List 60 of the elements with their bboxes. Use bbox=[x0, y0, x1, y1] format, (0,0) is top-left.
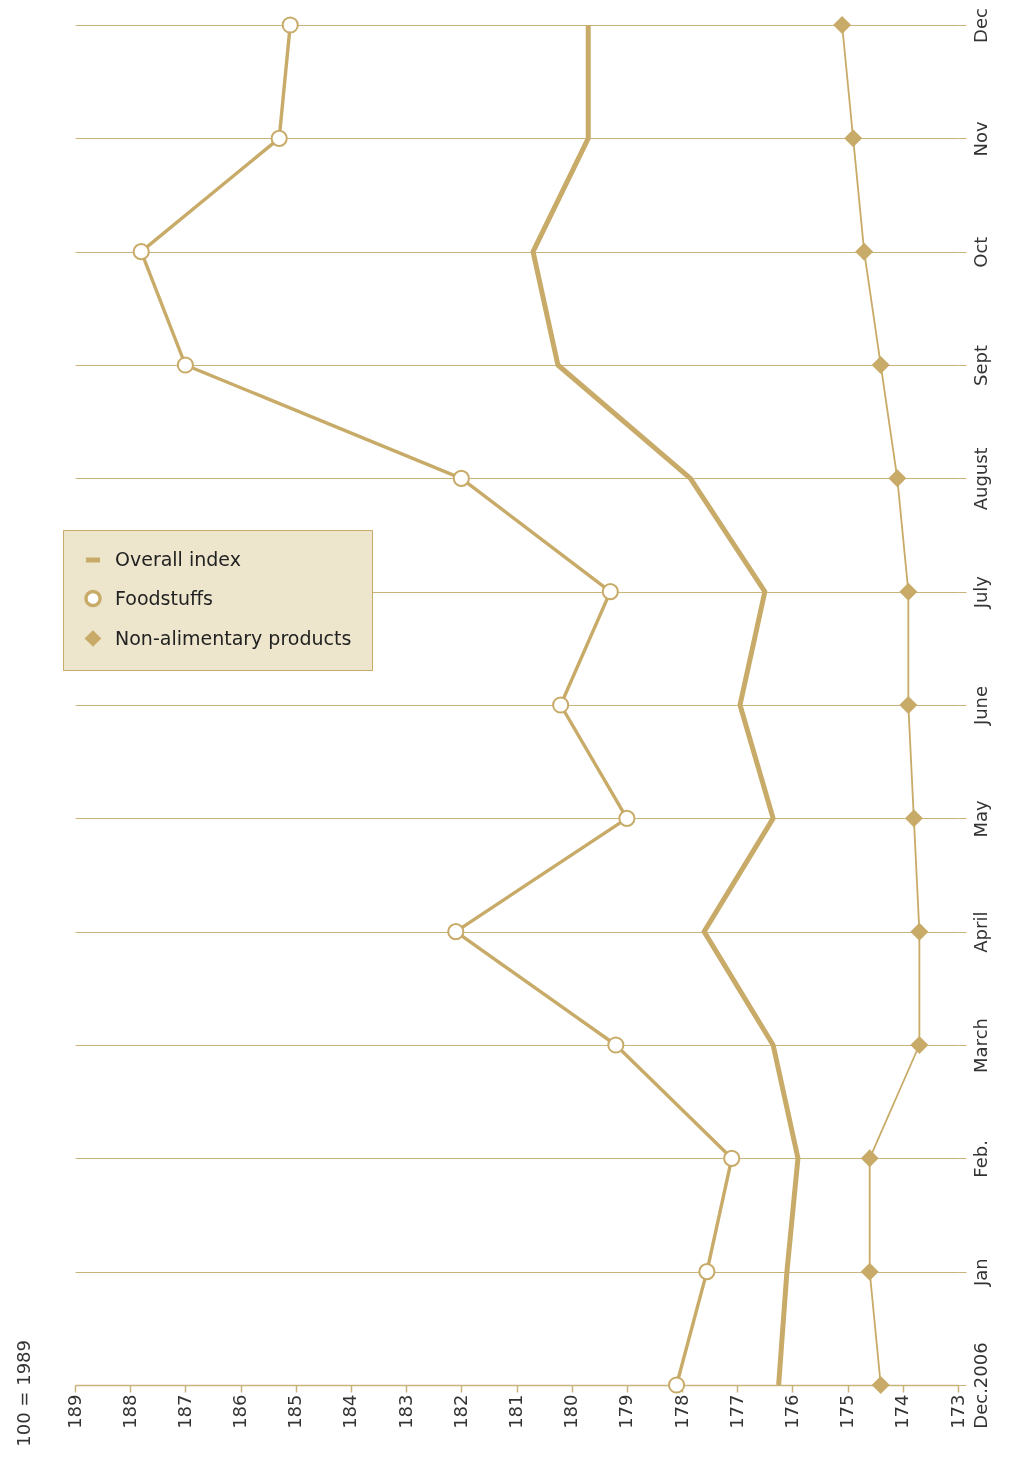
point bbox=[833, 16, 851, 34]
point bbox=[452, 469, 470, 487]
point bbox=[698, 1263, 716, 1281]
point bbox=[872, 356, 890, 374]
text: 100 = 1989 bbox=[13, 1340, 34, 1447]
point bbox=[910, 923, 928, 941]
x-tick-label: 173 bbox=[946, 1394, 968, 1429]
point bbox=[899, 696, 917, 714]
point bbox=[176, 356, 194, 374]
x-tick-label: 179 bbox=[615, 1394, 637, 1429]
legend-label: Non-alimentary products bbox=[115, 626, 352, 649]
y-tick-label: Sept bbox=[969, 345, 991, 386]
point bbox=[910, 1036, 928, 1054]
point bbox=[281, 16, 299, 34]
point bbox=[844, 129, 862, 147]
x-tick-label: 174 bbox=[891, 1394, 913, 1429]
x-tick-label: 175 bbox=[836, 1394, 858, 1429]
point bbox=[447, 923, 465, 941]
x-tick-label: 183 bbox=[394, 1394, 416, 1429]
y-tick-label: Oct bbox=[969, 236, 991, 268]
point bbox=[607, 1036, 625, 1054]
x-tick-label: 186 bbox=[229, 1394, 251, 1429]
y-tick-label: July bbox=[969, 575, 991, 610]
x-tick-label: 182 bbox=[449, 1394, 471, 1429]
x-tick-label: 189 bbox=[63, 1394, 85, 1429]
point bbox=[618, 809, 636, 827]
x-tick-label: 178 bbox=[670, 1394, 692, 1429]
legend-label: Overall index bbox=[115, 548, 241, 570]
x-tick-label: 187 bbox=[173, 1394, 195, 1429]
point bbox=[132, 243, 150, 261]
legend-label: Foodstuffs bbox=[115, 586, 213, 609]
point bbox=[861, 1263, 879, 1281]
x-tick-label: 177 bbox=[725, 1394, 747, 1429]
y-tick-label: Dec.2006 bbox=[969, 1342, 991, 1429]
point bbox=[667, 1376, 686, 1394]
point bbox=[723, 1149, 741, 1167]
x-tick-label: 185 bbox=[284, 1394, 306, 1429]
point bbox=[905, 809, 923, 827]
x-tick-label: 176 bbox=[780, 1394, 802, 1429]
x-tick-label: 188 bbox=[118, 1394, 140, 1429]
y-tick-label: Feb. bbox=[969, 1140, 991, 1178]
y-tick-label: June bbox=[969, 685, 991, 727]
y-tick-label: April bbox=[969, 911, 991, 953]
y-tick-label: March bbox=[969, 1018, 991, 1073]
x-tick-label: 184 bbox=[339, 1394, 361, 1429]
point bbox=[270, 129, 288, 147]
y-tick-label: May bbox=[969, 799, 991, 838]
y-tick-label: August bbox=[969, 447, 991, 511]
point bbox=[861, 1149, 879, 1167]
point bbox=[855, 243, 873, 261]
y-tick-label: Dec bbox=[969, 8, 991, 43]
x-tick-label: 181 bbox=[505, 1394, 526, 1429]
point bbox=[552, 696, 570, 714]
point bbox=[601, 583, 619, 601]
point bbox=[899, 583, 917, 601]
y-tick-label: Nov bbox=[969, 120, 991, 157]
point bbox=[872, 1376, 890, 1394]
y-tick-label: Jan bbox=[969, 1258, 991, 1288]
x-tick-label: 180 bbox=[560, 1394, 582, 1429]
point bbox=[888, 469, 906, 487]
